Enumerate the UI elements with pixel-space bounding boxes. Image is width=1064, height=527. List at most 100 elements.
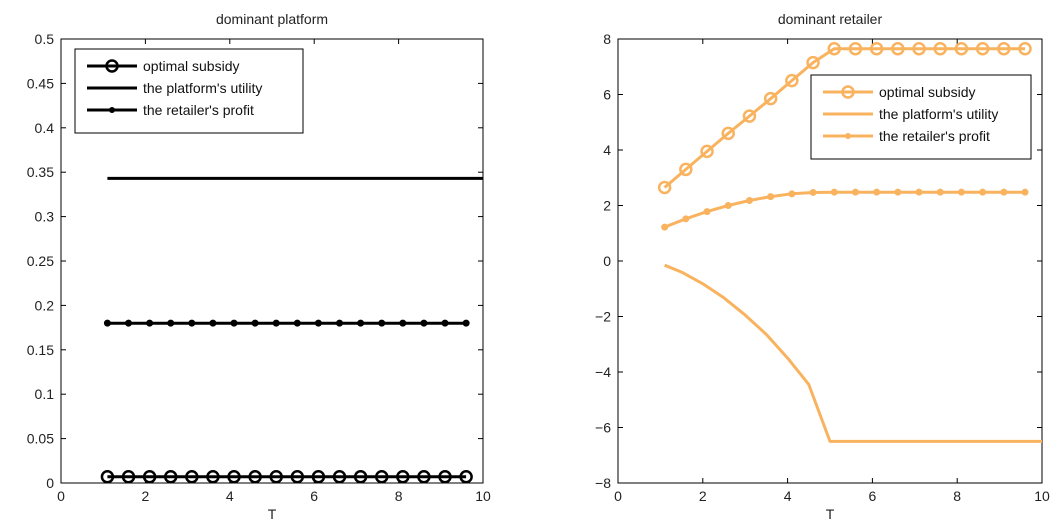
- legend-label-optimal-subsidy: optimal subsidy: [879, 84, 976, 100]
- data-point-the-retailer-s-profit: [1021, 188, 1029, 196]
- y-tick-label: 0.3: [35, 209, 55, 225]
- data-point-optimal-subsidy: [785, 73, 799, 88]
- x-tick-label: 4: [226, 488, 234, 504]
- data-point-the-retailer-s-profit: [378, 319, 386, 327]
- data-point-optimal-subsidy: [206, 470, 220, 484]
- data-point-the-retailer-s-profit: [293, 319, 301, 327]
- data-point-optimal-subsidy: [332, 470, 347, 484]
- data-point-the-retailer-s-profit: [125, 319, 133, 327]
- y-tick-label: 0.25: [27, 253, 54, 269]
- x-tick-label: 10: [1034, 488, 1050, 504]
- data-point-the-retailer-s-profit: [357, 319, 365, 327]
- chart-title: dominant retailer: [778, 11, 883, 27]
- data-point-optimal-subsidy: [933, 41, 947, 56]
- data-point-the-retailer-s-profit: [251, 319, 259, 327]
- data-point-the-retailer-s-profit: [682, 215, 690, 223]
- x-tick-label: 6: [310, 488, 318, 504]
- series-line-the-platform-s-utility: [664, 263, 1042, 443]
- data-point-the-retailer-s-profit: [703, 208, 711, 216]
- data-point-the-retailer-s-profit: [979, 188, 987, 196]
- data-point-the-retailer-s-profit: [336, 319, 344, 327]
- data-point-the-retailer-s-profit: [399, 319, 407, 327]
- data-point-the-retailer-s-profit: [661, 223, 669, 231]
- data-point-the-retailer-s-profit: [957, 188, 965, 196]
- data-point-the-retailer-s-profit: [788, 190, 796, 198]
- data-point-the-retailer-s-profit: [209, 319, 217, 327]
- data-point-optimal-subsidy: [163, 470, 178, 484]
- data-point-optimal-subsidy: [975, 41, 990, 56]
- data-point-optimal-subsidy: [269, 470, 283, 484]
- legend: optimal subsidy the platform's utility the…: [810, 74, 1032, 160]
- y-tick-label: 8: [603, 31, 611, 47]
- data-point-the-retailer-s-profit: [314, 319, 322, 327]
- data-point-the-retailer-s-profit: [146, 319, 154, 327]
- y-tick-label: −6: [595, 420, 611, 436]
- legend-box: [810, 74, 1032, 160]
- data-point-optimal-subsidy: [100, 470, 115, 484]
- x-tick-label: 6: [869, 488, 877, 504]
- y-tick-label: 0: [603, 253, 611, 269]
- y-tick-label: 6: [603, 87, 611, 103]
- y-tick-label: 2: [603, 198, 611, 214]
- legend-marker-the-retailer-s-profit: [109, 107, 115, 113]
- data-point-optimal-subsidy: [827, 41, 841, 56]
- data-point-the-retailer-s-profit: [420, 319, 428, 327]
- y-tick-label: 0.05: [27, 431, 54, 447]
- legend-marker-optimal-subsidy: [841, 85, 855, 99]
- x-tick-label: 0: [614, 488, 622, 504]
- data-point-the-retailer-s-profit: [167, 319, 175, 327]
- data-point-optimal-subsidy: [679, 162, 693, 177]
- y-tick-label: −4: [595, 364, 611, 380]
- dominant-platform-chart: dominant platform 0 2 4 6 8 10 0 0.05 0.1 0.15 0.2 0…: [27, 11, 491, 522]
- x-axis-label: T: [826, 506, 835, 522]
- data-point-optimal-subsidy: [806, 55, 820, 70]
- y-tick-label: 0.5: [35, 31, 55, 47]
- data-point-the-retailer-s-profit: [894, 188, 902, 196]
- data-point-optimal-subsidy: [374, 470, 389, 484]
- legend-label-the-platform-s-utility: the platform's utility: [879, 106, 998, 122]
- x-axis-label: T: [268, 506, 277, 522]
- data-point-the-retailer-s-profit: [103, 319, 111, 327]
- x-tick-label: 10: [475, 488, 491, 504]
- legend-box: [74, 48, 304, 134]
- data-point-optimal-subsidy: [954, 41, 969, 56]
- data-point-optimal-subsidy: [417, 470, 431, 484]
- data-point-optimal-subsidy: [121, 470, 136, 484]
- data-point-optimal-subsidy: [912, 41, 926, 56]
- data-point-the-retailer-s-profit: [724, 202, 732, 209]
- data-point-optimal-subsidy: [438, 470, 452, 484]
- data-point-optimal-subsidy: [763, 91, 778, 106]
- data-point-the-retailer-s-profit: [809, 188, 817, 196]
- series-line-the-retailer-s-profit: [664, 190, 1025, 229]
- legend-label-the-retailer-s-profit: the retailer's profit: [879, 128, 990, 144]
- data-point-optimal-subsidy: [657, 180, 672, 195]
- y-tick-label: −8: [595, 475, 611, 491]
- data-point-optimal-subsidy: [700, 144, 714, 159]
- x-tick-label: 8: [953, 488, 961, 504]
- legend: optimal subsidy the platform's utility the…: [74, 48, 304, 134]
- x-tick-label: 2: [142, 488, 150, 504]
- data-point-optimal-subsidy: [721, 126, 735, 141]
- data-point-optimal-subsidy: [396, 470, 410, 484]
- y-tick-label: 0: [46, 475, 54, 491]
- y-tick-label: 0.4: [35, 120, 55, 136]
- data-point-optimal-subsidy: [311, 470, 326, 484]
- data-point-the-retailer-s-profit: [830, 188, 838, 196]
- data-point-optimal-subsidy: [1018, 41, 1032, 56]
- y-tick-label: −2: [595, 309, 611, 325]
- legend-marker-the-retailer-s-profit: [845, 133, 851, 139]
- data-point-optimal-subsidy: [459, 470, 473, 484]
- data-point-optimal-subsidy: [248, 470, 262, 484]
- y-tick-label: 0.45: [27, 75, 54, 91]
- legend-marker-optimal-subsidy: [105, 59, 119, 73]
- data-point-the-retailer-s-profit: [1000, 188, 1008, 196]
- data-point-optimal-subsidy: [891, 41, 905, 56]
- data-point-optimal-subsidy: [742, 109, 757, 123]
- y-tick-label: 0.2: [35, 297, 55, 313]
- data-point-optimal-subsidy: [142, 470, 157, 484]
- data-point-optimal-subsidy: [997, 41, 1011, 56]
- y-tick-label: 0.1: [35, 386, 55, 402]
- data-point-the-retailer-s-profit: [936, 188, 944, 196]
- x-tick-label: 8: [395, 488, 403, 504]
